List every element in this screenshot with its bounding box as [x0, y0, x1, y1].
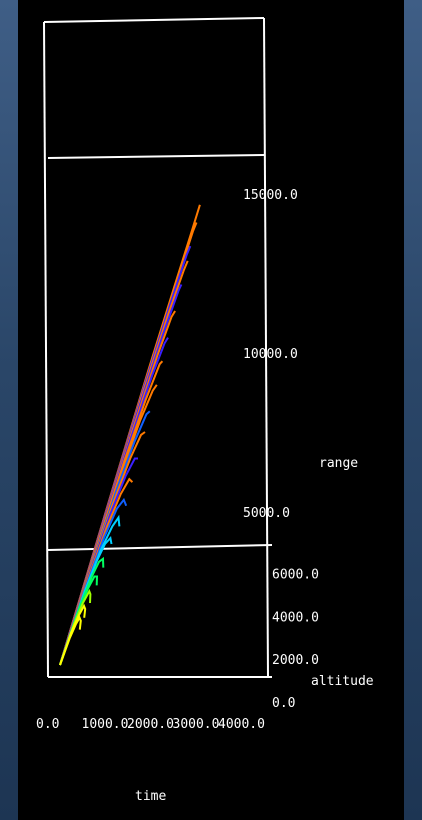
- range-tick-label: 10000.0: [243, 347, 298, 362]
- altitude-tick-label: 6000.0: [272, 568, 319, 583]
- time-axis-label: time: [135, 789, 166, 804]
- trajectory-20: [59, 615, 82, 666]
- box-edge-2: [263, 17, 269, 678]
- trajectory-group: [59, 204, 201, 666]
- box-edge-4: [47, 544, 273, 551]
- altitude-tick-label: 4000.0: [272, 610, 319, 625]
- box-edge-0: [43, 17, 265, 23]
- time-tick-label: 0.0: [36, 717, 59, 732]
- plot-panel: 5000.0 10000.0 15000.0 0.0 2000.0 4000.0 6000.…: [18, 0, 404, 820]
- background-right-strip: [404, 0, 422, 820]
- background-left-strip: [0, 0, 18, 820]
- box-edge-3: [47, 154, 265, 159]
- time-tick-label: 3000.0: [173, 717, 220, 732]
- altitude-axis-label: altitude: [311, 674, 374, 689]
- time-tick-label: 2000.0: [127, 717, 174, 732]
- range-tick-label: 5000.0: [243, 506, 290, 521]
- time-tick-label: 4000.0: [218, 717, 265, 732]
- tick-labels: 5000.0 10000.0 15000.0 0.0 2000.0 4000.0 6000.…: [36, 188, 319, 732]
- range-axis-label: range: [319, 456, 358, 471]
- trajectory-chart: 5000.0 10000.0 15000.0 0.0 2000.0 4000.0 6000.…: [36, 17, 374, 804]
- altitude-tick-label: 2000.0: [272, 653, 319, 668]
- altitude-tick-label: 0.0: [272, 696, 295, 711]
- box-edge-1: [43, 21, 49, 678]
- time-tick-label: 1000.0: [82, 717, 129, 732]
- range-tick-label: 15000.0: [243, 188, 298, 203]
- bounding-box: [43, 17, 273, 678]
